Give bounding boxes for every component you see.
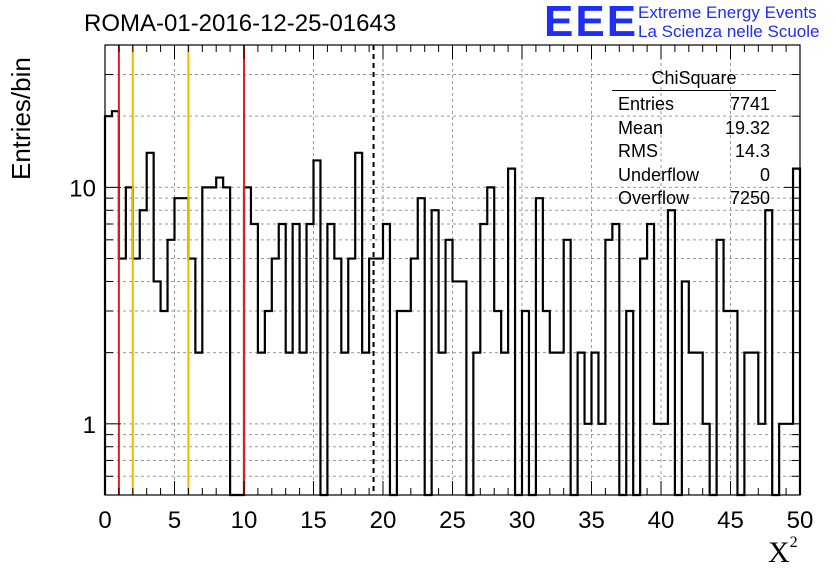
x-tick-label: 45 [717,507,744,534]
x-axis-label-superscript: 2 [789,534,798,551]
logo-line-2: La Scienza nelle Scuole [638,22,820,41]
x-tick-label: 0 [98,507,111,534]
stats-key: Entries [618,94,675,114]
y-axis-label: Entries/bin [6,57,36,180]
x-tick-label: 15 [300,507,327,534]
x-tick-label: 5 [168,507,181,534]
stats-value: 14.3 [734,141,770,161]
logo-line-1: Extreme Energy Events [638,3,817,22]
x-tick-label: 10 [231,507,258,534]
x-tick-label: 30 [509,507,536,534]
eee-logo-mark: EEE [544,0,639,46]
stats-value: 0 [759,164,770,185]
stats-row: Entries 7741 [612,93,776,117]
x-tick-label: 50 [787,507,814,534]
stats-key: Mean [618,117,664,138]
chart-title: ROMA-01-2016-12-25-01643 [84,10,397,37]
stats-row: Overflow 7250 [612,187,776,211]
x-tick-label: 40 [648,507,675,534]
x-axis-label: X2 [768,534,798,570]
x-tick-label: 35 [578,507,605,534]
x-tick-label: 25 [439,507,466,534]
x-tick-label: 20 [370,507,397,534]
stats-title: ChiSquare [612,68,776,91]
x-axis-label-base: X [768,536,790,569]
stats-key: Overflow [618,188,690,208]
stats-value: 7250 [729,188,770,208]
stats-row: RMS 14.3 [612,140,776,164]
stats-value: 19.32 [724,117,770,138]
y-tick-label: 1 [83,412,96,439]
stats-key: Underflow [618,164,700,185]
stats-value: 7741 [729,94,770,114]
stats-row: Mean 19.32 [612,117,776,141]
stats-row: Underflow 0 [612,164,776,188]
y-tick-label: 10 [69,175,96,202]
stats-box: ChiSquare Entries 7741 Mean 19.32 RMS 14.3 … [612,68,776,211]
stats-key: RMS [618,141,658,161]
